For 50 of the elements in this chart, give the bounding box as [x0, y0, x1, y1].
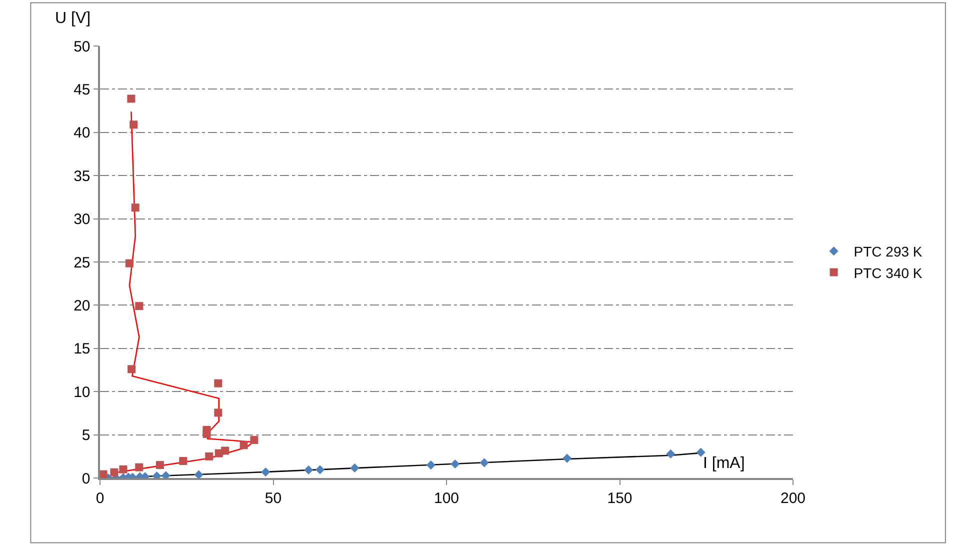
y-tick-label: 50 [74, 38, 90, 56]
point [125, 259, 134, 268]
x-tick-label: 150 [607, 490, 632, 507]
point [205, 452, 214, 460]
x-axis-title: I [mA] [703, 455, 745, 472]
y-tick-label: 45 [74, 81, 90, 98]
y-tick-label: 25 [74, 254, 90, 272]
legend-label: PTC 340 K [854, 264, 923, 281]
point [179, 456, 188, 465]
x-tick-label: 200 [780, 490, 806, 507]
y-tick-label: 5 [82, 427, 90, 444]
point [130, 120, 138, 129]
point [350, 463, 360, 473]
point [250, 436, 258, 444]
point [696, 448, 706, 457]
point [562, 454, 572, 463]
y-tick-label: 20 [74, 297, 90, 314]
point [131, 204, 140, 212]
y-axis-title: U [V] [55, 10, 91, 27]
point [156, 461, 164, 470]
y-tick-label: 30 [74, 211, 90, 228]
point [202, 430, 211, 438]
point [666, 449, 676, 459]
point [135, 302, 144, 310]
point [214, 408, 222, 417]
y-tick-label: 0 [82, 470, 90, 488]
point [127, 94, 136, 103]
point [119, 465, 128, 474]
legend-label: PTC 293 K [854, 244, 923, 260]
point [110, 468, 118, 476]
point [450, 459, 460, 469]
point [100, 470, 108, 478]
x-tick-label: 0 [96, 490, 104, 507]
y-tick-label: 40 [74, 124, 90, 142]
point [426, 460, 436, 470]
point [128, 365, 136, 374]
y-tick-label: 35 [74, 168, 90, 185]
point [240, 441, 248, 450]
point [480, 458, 489, 468]
point [194, 470, 204, 478]
point [304, 465, 314, 475]
x-tick-label: 50 [264, 490, 282, 507]
point [261, 467, 270, 477]
x-tick-label: 100 [434, 490, 460, 507]
point [214, 379, 222, 388]
point [221, 446, 230, 455]
point [135, 463, 144, 472]
y-tick-label: 10 [74, 384, 90, 401]
y-tick-label: 15 [74, 340, 90, 358]
point [315, 465, 325, 474]
